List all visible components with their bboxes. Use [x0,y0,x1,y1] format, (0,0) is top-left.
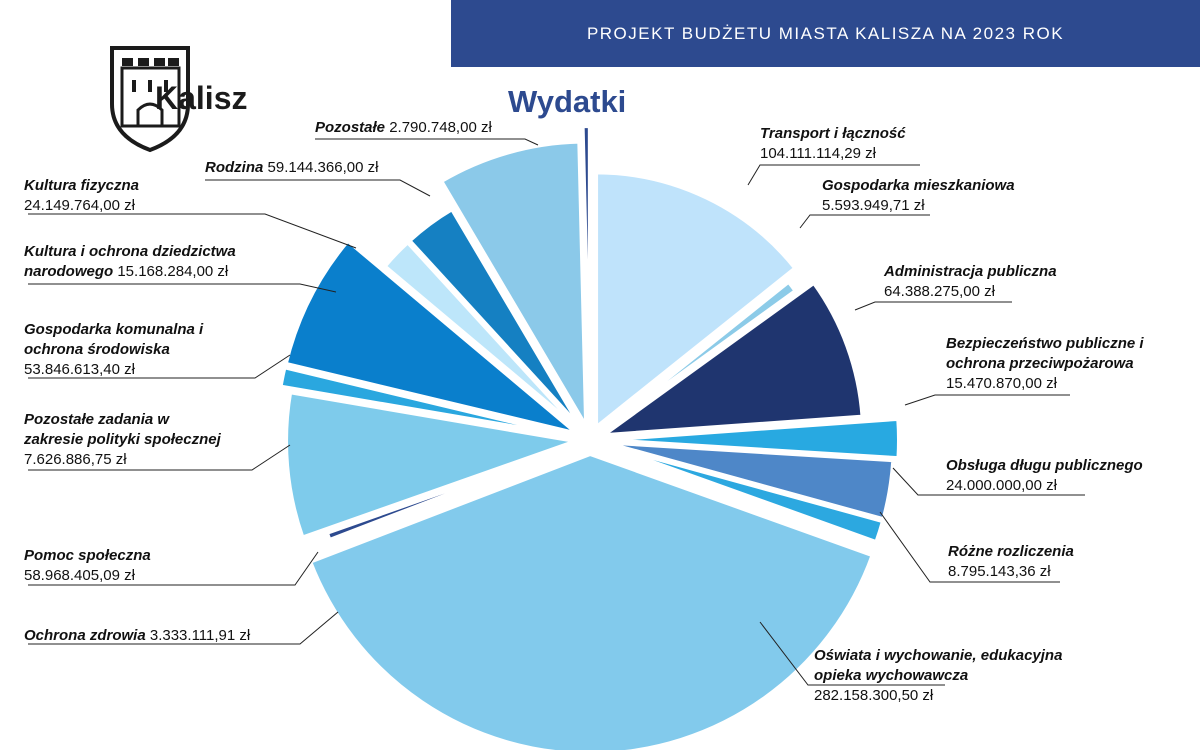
leader-line-3 [904,394,1070,406]
leader-line-6 [759,621,945,686]
label-ochrona-zdrowia: Ochrona zdrowia 3.333.111,91 zł [24,627,251,644]
label-transport: Transport i łączność 104.111.114,29 zł [760,125,906,162]
pie-slice-10 [283,237,579,436]
pie-slice-13 [438,139,589,435]
leader-line-14 [315,138,539,146]
chart-title: Wydatki [508,84,627,119]
leader-line-11 [28,283,337,293]
pie-slice-14 [580,124,592,427]
leader-line-7 [28,611,339,645]
leader-line-8 [28,551,319,586]
leader-line-5 [879,511,1060,583]
pie-slice-4 [603,440,896,522]
pie-slice-5 [602,442,886,545]
leader-line-12 [28,213,357,249]
pie-slice-12 [406,206,584,431]
leader-line-4 [892,467,1085,496]
label-gospodarka-mieszkaniowa: Gospodarka mieszkaniowa 5.593.949,71 zł [822,177,1015,214]
pie-slice-3 [603,416,901,461]
pie-slice-9 [278,364,577,440]
leader-line-13 [205,179,431,197]
pie-slice-6 [307,451,876,750]
pie-slice-2 [596,280,865,438]
leader-line-2 [854,301,1012,311]
label-rozne-rozliczenia: Różne rozliczenia 8.795.143,36 zł [948,543,1074,580]
label-oswiata: Oświata i wychowanie, edukacyjna opieka … [814,647,1063,704]
label-gospodarka-komunalna: Gospodarka komunalna i ochrona środowisk… [24,321,204,378]
label-rodzina: Rodzina 59.144.366,00 zł [205,159,379,176]
logo-text: Kalisz [155,80,248,116]
leader-line-0 [747,164,920,186]
label-kultura-dziedzictwo: Kultura i ochrona dziedzictwa narodowego… [24,243,236,280]
leader-line-9 [28,444,291,471]
pie-slice-7 [324,442,578,543]
leader-line-1 [799,214,930,229]
label-obsluga-dlugu: Obsługa długu publicznego 24.000.000,00 z… [946,457,1143,494]
label-kultura-fizyczna: Kultura fizyczna 24.149.764,00 zł [24,177,140,214]
label-pomoc-spoleczna: Pomoc społeczna 58.968.405,09 zł [24,547,151,584]
label-administracja: Administracja publiczna 64.388.275,00 zł [884,263,1057,300]
label-pozostale-zadania: Pozostałe zadania w zakresie polityki sp… [24,411,221,468]
pie-slice-11 [381,239,582,432]
pie-slice-1 [599,278,799,434]
kalisz-crest-icon [110,46,190,153]
header-banner: PROJEKT BUDŻETU MIASTA KALISZA NA 2023 R… [451,0,1200,67]
pie-slice-0 [594,170,799,432]
pie-slice-8 [284,390,584,541]
label-bezpieczenstwo: Bezpieczeństwo publiczne i ochrona przec… [946,335,1144,392]
leader-line-10 [28,354,291,379]
label-pozostale: Pozostałe 2.790.748,00 zł [315,119,492,136]
